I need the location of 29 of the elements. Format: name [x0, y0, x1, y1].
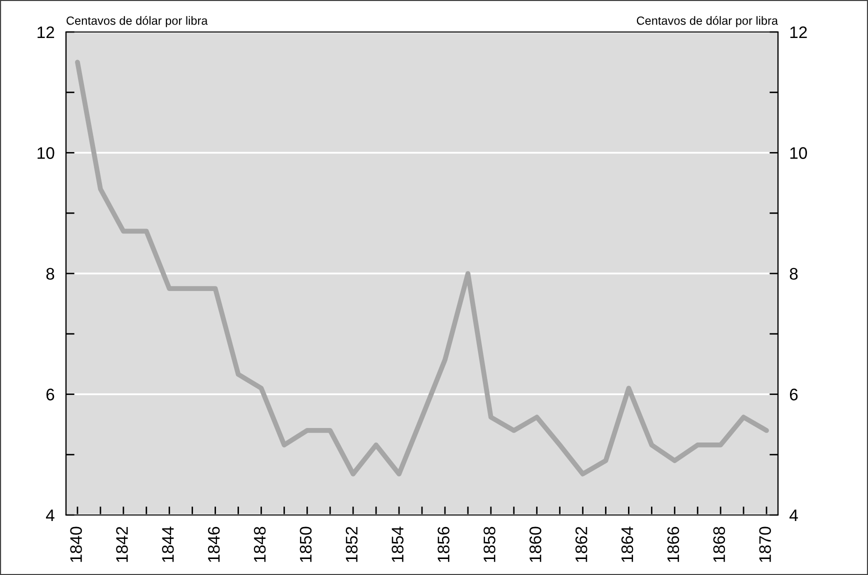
line-series — [75, 60, 769, 476]
x-tick-label: 1852 — [346, 526, 358, 562]
y2-tick-label: 10 — [790, 147, 807, 159]
y-tick-label: 6 — [46, 388, 54, 400]
x-tick-label: 1858 — [484, 526, 496, 562]
x-tick-label: 1844 — [162, 526, 174, 562]
x-tick-label: 1862 — [575, 526, 588, 562]
x-tick-label: 1866 — [667, 526, 680, 562]
y-tick-label: 10 — [38, 147, 54, 159]
y2-tick-label: 6 — [790, 388, 798, 400]
y-tick-label: 12 — [38, 26, 54, 38]
x-tick-label: 1854 — [392, 526, 404, 562]
x-tick-label: 1840 — [70, 526, 82, 562]
y2-tick-label: 8 — [790, 268, 798, 280]
y2-tick-label: 12 — [790, 26, 807, 38]
y2-axis-title: Centavos de dólar por libra — [636, 16, 778, 28]
x-tick-label: 1848 — [254, 526, 266, 562]
y-tick-label: 4 — [46, 510, 54, 522]
x-tick-label: 1870 — [759, 526, 771, 562]
x-tick-label: 1864 — [621, 526, 634, 562]
x-tick-label: 1842 — [116, 526, 128, 562]
x-tick-label: 1846 — [208, 526, 220, 562]
x-tick-label: 1850 — [300, 526, 312, 562]
y2-tick-label: 4 — [789, 510, 798, 522]
y-tick-label: 8 — [46, 268, 54, 280]
x-tick-label: 1868 — [713, 526, 726, 562]
x-tick-label: 1856 — [438, 526, 450, 562]
x-tick-label: 1860 — [530, 526, 542, 562]
y-axis-title: Centavos de dólar por libra — [66, 16, 208, 28]
